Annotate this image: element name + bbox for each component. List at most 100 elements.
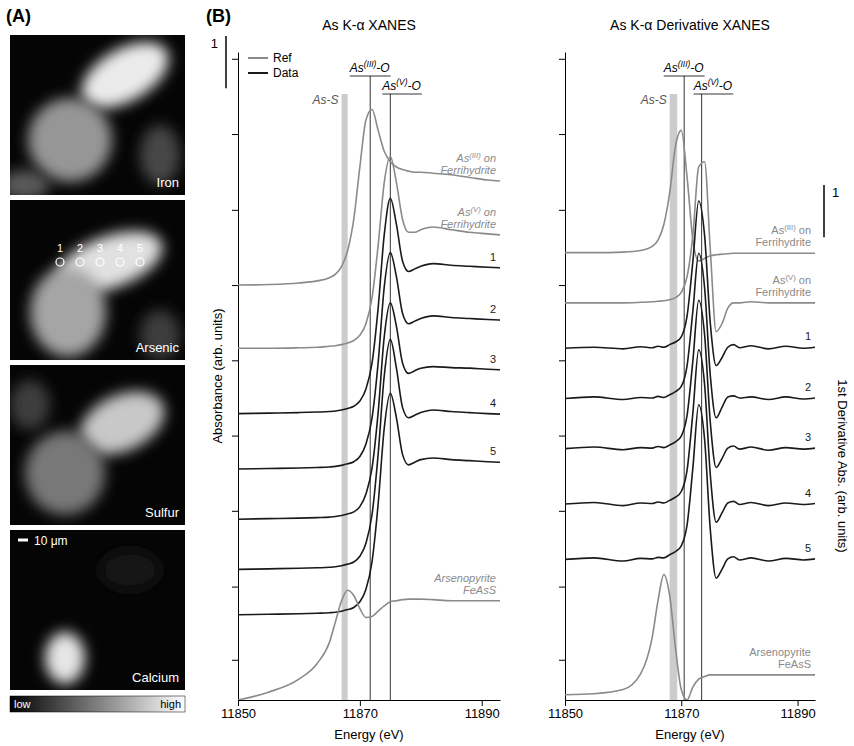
map-label: Arsenic (136, 340, 180, 355)
tick-mark (482, 700, 483, 706)
text-part: (III) (678, 59, 691, 69)
text-part: As (381, 79, 396, 93)
y-tick (232, 436, 238, 437)
text-part: Ferrihydrite (755, 286, 811, 298)
reference-line (390, 94, 391, 700)
text-part: on (481, 206, 496, 218)
y-tick (559, 210, 565, 211)
label-line: As(V) on (773, 272, 811, 286)
annotation-labels: As-SAs(III)-OAs(V)-O (312, 59, 422, 107)
chart-title: As K-α Derivative XANES (610, 17, 770, 33)
x-axis-title: Energy (eV) (655, 727, 724, 742)
label-line: 4 (805, 487, 811, 499)
series-label: 4 (805, 487, 811, 499)
text-part: 5 (490, 445, 496, 457)
legend-label: Ref (273, 51, 292, 65)
axis-line (565, 53, 566, 701)
y-tick (232, 660, 238, 661)
label-line: As(III) on (455, 151, 496, 165)
map-background (10, 365, 185, 525)
map-label: Sulfur (145, 505, 180, 520)
spectrum-line (238, 393, 500, 615)
text-part: FeAsS (463, 584, 497, 596)
tick-mark (559, 285, 565, 286)
label-line: 2 (490, 303, 496, 315)
label-line: 1 (805, 330, 811, 342)
label-line: 3 (805, 431, 811, 443)
text-part: (V) (396, 77, 407, 87)
label-line: As(V) on (457, 204, 496, 218)
x-axis: 118501187011890 (221, 700, 501, 721)
label-line: Arsenopyrite (749, 646, 811, 658)
tick-mark (559, 587, 565, 588)
series-label: 1 (805, 330, 811, 342)
scale-bar-label: 1 (211, 36, 218, 51)
text-part: on (796, 274, 811, 286)
panel-letter: (B) (206, 6, 231, 26)
tick-mark (559, 134, 565, 135)
text-part: 3 (490, 353, 496, 365)
label-line: FeAsS (463, 584, 497, 596)
text-part: on (796, 224, 811, 236)
label-line: 5 (490, 445, 496, 457)
text-part: FeAsS (778, 658, 811, 670)
series-label: As(V) onFerrihydrite (440, 204, 496, 230)
scale-bar (823, 185, 825, 237)
y-axis (559, 53, 566, 701)
series-label: As(V) onFerrihydrite (755, 272, 811, 298)
legend-swatch (248, 57, 268, 59)
label-line: 3 (490, 353, 496, 365)
spot-marker (116, 258, 124, 266)
series-label: 3 (805, 431, 811, 443)
tick-mark (232, 660, 238, 661)
text-part: As (663, 61, 678, 75)
y-tick (559, 587, 565, 588)
spectrum-line (565, 162, 815, 332)
text-part: -O (408, 79, 421, 93)
intensity-blob (100, 550, 160, 590)
text-part: 4 (490, 397, 496, 409)
text-part: (III) (469, 151, 481, 160)
annotation-underline (664, 76, 705, 77)
curves (238, 109, 500, 700)
spectrum-line (565, 405, 815, 578)
tick-mark (238, 700, 239, 706)
y-tick (559, 511, 565, 512)
series-label: 3 (490, 353, 496, 365)
tick-mark (232, 436, 238, 437)
element-map: Calcium10 μm (10, 530, 185, 690)
spot-marker (136, 258, 144, 266)
series-labels: As(III) onFerrihydriteAs(V) onFerrihydri… (433, 151, 496, 596)
chart-title: As K-α XANES (322, 17, 416, 33)
scale-bar (225, 36, 227, 88)
y-tick (232, 360, 238, 361)
text-part: As (457, 206, 471, 218)
label-line: 4 (490, 397, 496, 409)
text-part: -O (690, 61, 703, 75)
label-line: Ferrihydrite (755, 236, 811, 248)
tick-mark (232, 360, 238, 361)
element-map: Sulfur (10, 365, 185, 525)
text-part: 2 (490, 303, 496, 315)
text-part: on (481, 152, 496, 164)
series-label: 2 (490, 303, 496, 315)
spot-label: 3 (97, 242, 103, 254)
text-part: Ferrihydrite (440, 218, 496, 230)
chart-panel: (B)As K-α XANESAs-SAs(III)-OAs(V)-O11850… (206, 6, 501, 742)
annotation-underline (694, 94, 734, 95)
scale-bar-label: 1 (832, 185, 839, 200)
spot-marker (56, 258, 64, 266)
intensity-blob (30, 267, 106, 357)
text-part: (V) (708, 77, 719, 87)
text-part: 1 (490, 251, 496, 263)
label-line: Ferrihydrite (755, 286, 811, 298)
series-label: 4 (490, 397, 496, 409)
y-tick (559, 436, 565, 437)
y-tick (232, 511, 238, 512)
spectrum-line (238, 590, 500, 700)
text-part: As (771, 224, 784, 236)
text-part: 4 (805, 487, 811, 499)
label-line: As(III) on (771, 223, 811, 237)
label-line: 1 (490, 251, 496, 263)
text-part: (III) (364, 59, 377, 69)
